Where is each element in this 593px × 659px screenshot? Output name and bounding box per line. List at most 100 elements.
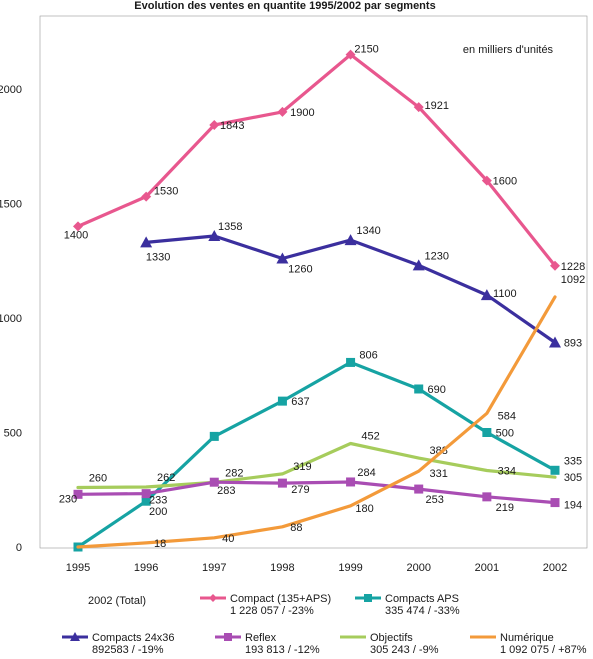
data-point bbox=[346, 477, 356, 487]
data-point bbox=[550, 465, 560, 475]
series-line bbox=[76, 480, 557, 505]
data-label: 1600 bbox=[493, 176, 517, 188]
data-point bbox=[277, 106, 288, 117]
y-tick-label: 2000 bbox=[0, 84, 22, 96]
data-label: 1340 bbox=[356, 225, 380, 237]
data-point bbox=[277, 478, 287, 488]
data-point bbox=[481, 175, 492, 186]
data-label: 334 bbox=[498, 466, 516, 478]
data-point bbox=[277, 396, 287, 406]
data-point bbox=[412, 259, 425, 271]
data-label: 637 bbox=[291, 396, 309, 408]
data-point bbox=[73, 489, 83, 499]
legend: 2002 (Total) Compact (135+APS)1 228 057 … bbox=[62, 593, 587, 656]
data-point bbox=[141, 496, 151, 506]
data-label: 1260 bbox=[288, 263, 312, 275]
x-tick-label: 1999 bbox=[338, 562, 362, 574]
x-tick-label: 1995 bbox=[66, 562, 90, 574]
legend-label: Reflex bbox=[245, 632, 277, 644]
data-point bbox=[209, 431, 219, 441]
data-label: 1092 bbox=[561, 274, 585, 286]
series-group: 1400 1530 1843 1900 2150 1921 1600 1228 1330 1358… bbox=[59, 44, 585, 552]
series-line bbox=[76, 295, 557, 549]
data-label: 219 bbox=[496, 502, 514, 514]
data-point bbox=[344, 234, 357, 246]
data-label: 1530 bbox=[154, 186, 178, 198]
data-label: 88 bbox=[290, 522, 302, 534]
data-label: 1228 bbox=[561, 261, 585, 273]
data-label: 180 bbox=[355, 503, 373, 515]
y-tick-label: 500 bbox=[4, 428, 22, 440]
data-label: 305 bbox=[564, 472, 582, 484]
data-label: 1358 bbox=[218, 221, 242, 233]
data-point bbox=[346, 357, 356, 367]
data-label: 40 bbox=[222, 533, 234, 545]
legend-sublabel: 892583 / -19% bbox=[92, 644, 164, 656]
data-label: 331 bbox=[430, 468, 448, 480]
data-point bbox=[209, 477, 219, 487]
data-label: 230 bbox=[59, 493, 77, 505]
data-point bbox=[345, 49, 356, 60]
data-label: 1230 bbox=[424, 250, 448, 262]
legend-marker bbox=[364, 594, 372, 602]
data-label: 1330 bbox=[146, 251, 170, 263]
data-label: 1900 bbox=[290, 107, 314, 119]
data-point bbox=[209, 119, 220, 130]
chart-title: Evolution des ventes en quantite 1995/20… bbox=[134, 0, 435, 12]
legend-sublabel: 335 474 / -33% bbox=[385, 605, 460, 617]
x-tick-label: 2000 bbox=[406, 562, 430, 574]
data-label: 200 bbox=[149, 506, 167, 518]
legend-sublabel: 193 813 / -12% bbox=[245, 644, 320, 656]
legend-sublabel: 1 228 057 / -23% bbox=[230, 605, 314, 617]
data-point bbox=[550, 498, 560, 508]
data-label: 260 bbox=[89, 472, 107, 484]
data-point bbox=[73, 221, 83, 232]
series-3: 260 262 282 319 452 388 334 305 bbox=[76, 430, 582, 490]
legend-sublabel: 1 092 075 / +87% bbox=[500, 644, 587, 656]
x-tick-label: 1998 bbox=[270, 562, 294, 574]
data-point bbox=[414, 384, 424, 394]
data-point bbox=[414, 484, 424, 494]
data-label: 253 bbox=[426, 494, 444, 506]
x-tick-label: 2002 bbox=[543, 562, 567, 574]
data-label: 690 bbox=[428, 384, 446, 396]
legend-marker bbox=[209, 594, 217, 602]
unit-note: en milliers d'unités bbox=[463, 44, 554, 56]
data-label: 1400 bbox=[64, 229, 88, 241]
series-line bbox=[76, 53, 557, 268]
data-label: 893 bbox=[564, 338, 582, 350]
data-label: 452 bbox=[361, 430, 379, 442]
data-label: 283 bbox=[217, 485, 235, 497]
data-label: 335 bbox=[564, 455, 582, 467]
data-label: 584 bbox=[498, 410, 516, 422]
data-point bbox=[413, 102, 424, 113]
legend-marker bbox=[70, 632, 80, 641]
data-point bbox=[140, 236, 153, 248]
data-label: 282 bbox=[225, 467, 243, 479]
y-axis: 0 500 1000 1500 2000 bbox=[0, 84, 22, 554]
data-label: 233 bbox=[149, 495, 167, 507]
x-tick-label: 2001 bbox=[475, 562, 499, 574]
data-label: 18 bbox=[154, 538, 166, 550]
data-label: 500 bbox=[496, 428, 514, 440]
data-point bbox=[549, 336, 561, 348]
data-label: 319 bbox=[293, 461, 311, 473]
data-point bbox=[482, 428, 492, 437]
data-point bbox=[141, 489, 151, 499]
data-label: 1100 bbox=[493, 288, 517, 300]
legend-sublabel: 305 243 / -9% bbox=[370, 644, 439, 656]
data-label: 262 bbox=[157, 472, 175, 484]
data-label: 279 bbox=[291, 484, 309, 496]
data-label: 1921 bbox=[424, 100, 448, 112]
data-label: 388 bbox=[430, 445, 448, 457]
y-tick-label: 1000 bbox=[0, 313, 22, 325]
legend-label: Compacts 24x36 bbox=[92, 632, 175, 644]
data-label: 1843 bbox=[220, 120, 244, 132]
data-label: 2150 bbox=[354, 44, 378, 56]
x-axis: 1995 1996 1997 1998 1999 2000 2001 2002 bbox=[66, 562, 567, 574]
data-label: 284 bbox=[357, 467, 375, 479]
legend-label: Numérique bbox=[500, 632, 554, 644]
legend-label: Objectifs bbox=[370, 632, 413, 644]
data-point bbox=[550, 260, 560, 271]
